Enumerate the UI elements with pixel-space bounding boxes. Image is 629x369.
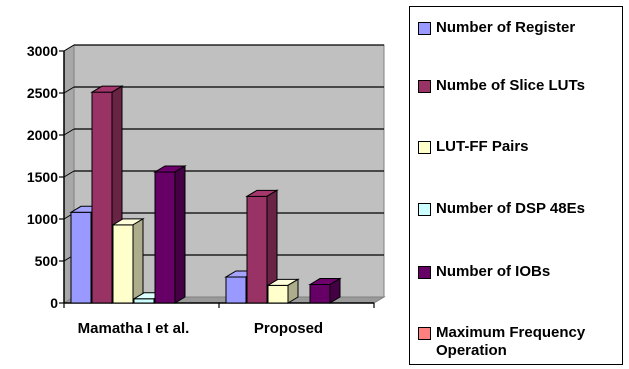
y-tick-labels: 0 500 1000 1500 2000 2500 3000 — [27, 43, 58, 311]
bar — [308, 277, 342, 304]
legend-item: Number of DSP 48Es — [418, 200, 618, 218]
legend-swatch — [418, 203, 431, 216]
bar-side — [132, 217, 144, 304]
bar-front — [91, 91, 113, 304]
bar-front — [154, 171, 176, 304]
bar-side — [174, 165, 186, 304]
bars — [69, 85, 342, 304]
gridline-side — [63, 128, 75, 136]
x-category-label: Mamatha I et al. — [78, 320, 190, 337]
bar-front — [70, 211, 92, 304]
bar-front — [225, 276, 247, 304]
legend-item: LUT-FF Pairs — [418, 138, 618, 156]
legend-swatch — [418, 266, 431, 279]
legend-label: Numbe of Slice LUTs — [436, 77, 585, 94]
bar-front — [133, 298, 155, 304]
y-tick-label: 1500 — [27, 169, 58, 185]
x-category-labels: Mamatha I et al. Proposed — [78, 320, 323, 337]
legend-label: Number of IOBs — [436, 263, 551, 280]
legend-label: Number of Register — [436, 19, 576, 36]
legend-swatch — [418, 80, 431, 93]
legend-item: Number of Register — [418, 19, 618, 37]
legend-swatch — [418, 22, 431, 35]
legend-swatch — [418, 327, 431, 340]
y-tick-label: 2000 — [27, 127, 58, 143]
legend-item: Numbe of Slice LUTs — [418, 77, 618, 95]
bar — [111, 217, 145, 304]
bar — [153, 165, 187, 304]
bar-front — [309, 284, 331, 304]
x-category-label: Proposed — [254, 320, 323, 337]
y-tick-label: 2500 — [27, 85, 58, 101]
legend-item: Maximum Frequency Operation — [418, 324, 618, 360]
y-tick-label: 500 — [35, 253, 59, 269]
y-tick-label: 0 — [50, 295, 58, 311]
legend-label: Number of DSP 48Es — [436, 200, 585, 217]
y-tick-label: 3000 — [27, 43, 58, 59]
gridline-side — [63, 86, 75, 94]
bar — [245, 189, 279, 304]
legend-label: Maximum Frequency Operation — [436, 324, 586, 359]
bar-front — [267, 284, 289, 304]
bar — [266, 278, 300, 304]
legend-label: LUT-FF Pairs — [436, 138, 529, 155]
legend: Number of Register Numbe of Slice LUTs LUT… — [409, 6, 623, 365]
gridline-side — [63, 170, 75, 178]
legend-swatch — [418, 141, 431, 154]
gridline-side — [63, 44, 75, 52]
bar-chart: 0 500 1000 1500 2000 2500 3000 Mamatha I et al… — [27, 43, 386, 337]
bar-side — [329, 277, 341, 304]
gridlines — [63, 44, 384, 262]
bar-front — [246, 195, 268, 304]
bar-side — [287, 278, 299, 304]
legend-item: Number of IOBs — [418, 263, 618, 281]
bar-front — [112, 224, 134, 304]
y-tick-label: 1000 — [27, 211, 58, 227]
